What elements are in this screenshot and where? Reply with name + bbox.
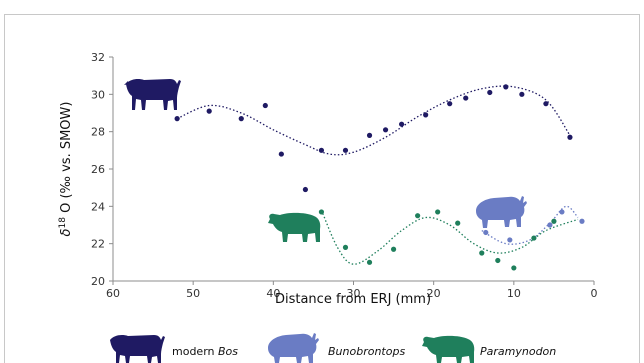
data-point-0	[206, 108, 212, 114]
data-point-0	[382, 127, 389, 133]
y-axis-title-superscript: 18	[58, 217, 68, 229]
y-axis-title-symbol: δ	[59, 228, 74, 236]
data-point-2	[531, 235, 537, 241]
bunobrontops-silhouette-icon	[476, 196, 527, 228]
legend: modern Bos Bunobrontops Paramynodon	[110, 333, 556, 363]
data-points	[174, 84, 585, 271]
data-point-0	[487, 89, 493, 96]
data-point-2	[342, 244, 349, 250]
x-tick-labels: 60 50 40 30 20 10 0	[106, 281, 598, 300]
legend-bunobrontops-icon	[268, 333, 319, 363]
x-tick-label: 40	[266, 287, 280, 300]
y-tick-labels: 20 22 24 26 28 30 32	[91, 51, 113, 288]
x-tick-label: 50	[186, 287, 200, 300]
y-tick-label: 26	[91, 163, 105, 176]
data-point-0	[278, 151, 284, 157]
data-point-2	[318, 209, 325, 215]
x-tick-label: 60	[106, 287, 120, 300]
x-tick-label: 30	[347, 287, 361, 300]
bos-silhouette-icon	[124, 79, 181, 110]
data-point-2	[366, 259, 373, 265]
data-point-1	[507, 237, 513, 243]
data-point-1	[547, 222, 553, 228]
paramynodon-silhouette-icon	[268, 212, 321, 242]
data-point-2	[479, 250, 485, 256]
y-tick-label: 20	[91, 275, 105, 288]
data-point-1	[559, 209, 565, 215]
y-tick-label: 30	[91, 88, 105, 101]
legend-item-bos: modern Bos	[110, 335, 238, 363]
data-point-2	[455, 220, 461, 226]
data-point-2	[551, 218, 557, 224]
data-point-0	[447, 101, 453, 107]
data-point-0	[463, 95, 469, 101]
legend-bos-italic: Bos	[218, 345, 238, 358]
y-tick-label: 32	[91, 51, 105, 64]
x-tick-label: 10	[507, 287, 521, 300]
data-point-2	[511, 265, 517, 271]
trend-lines	[176, 85, 579, 265]
x-tick-label: 0	[591, 287, 598, 300]
x-tick-label: 20	[427, 287, 441, 300]
legend-paramynodon-icon	[422, 335, 475, 363]
data-point-0	[399, 121, 405, 127]
data-point-0	[543, 101, 549, 107]
data-point-0	[423, 112, 429, 118]
data-point-0	[503, 84, 509, 90]
data-point-0	[302, 186, 308, 193]
y-tick-label: 22	[91, 238, 105, 251]
data-point-0	[262, 102, 268, 109]
y-tick-label: 24	[91, 200, 105, 213]
data-point-0	[519, 91, 525, 97]
legend-label-bos: modern Bos	[172, 345, 238, 358]
legend-item-bunobrontops: Bunobrontops	[268, 333, 405, 363]
data-point-2	[495, 257, 501, 264]
legend-bos-icon	[110, 335, 165, 363]
legend-label-bunobrontops: Bunobrontops	[328, 345, 405, 358]
data-point-2	[435, 209, 441, 215]
data-point-0	[366, 132, 373, 138]
legend-item-paramynodon: Paramynodon	[422, 335, 556, 363]
data-point-0	[174, 116, 180, 122]
trend-line-0	[176, 85, 571, 156]
y-axis-title: δ18 O (‰ vs. SMOW)	[58, 102, 74, 237]
data-point-0	[567, 134, 573, 140]
y-tick-label: 28	[91, 126, 105, 139]
data-point-2	[415, 213, 421, 219]
figure-frame	[4, 14, 640, 363]
x-axis-title: Distance from ERJ (mm)	[275, 292, 431, 307]
data-point-0	[318, 147, 325, 153]
data-point-0	[342, 147, 349, 153]
y-axis-title-rest: O (‰ vs. SMOW)	[59, 102, 74, 218]
legend-bos-prefix: modern	[172, 345, 218, 358]
data-point-1	[579, 218, 585, 224]
data-point-2	[390, 246, 397, 252]
legend-label-paramynodon: Paramynodon	[480, 345, 556, 358]
trend-line-2	[320, 209, 579, 265]
data-point-0	[238, 116, 244, 122]
data-point-1	[483, 229, 489, 236]
